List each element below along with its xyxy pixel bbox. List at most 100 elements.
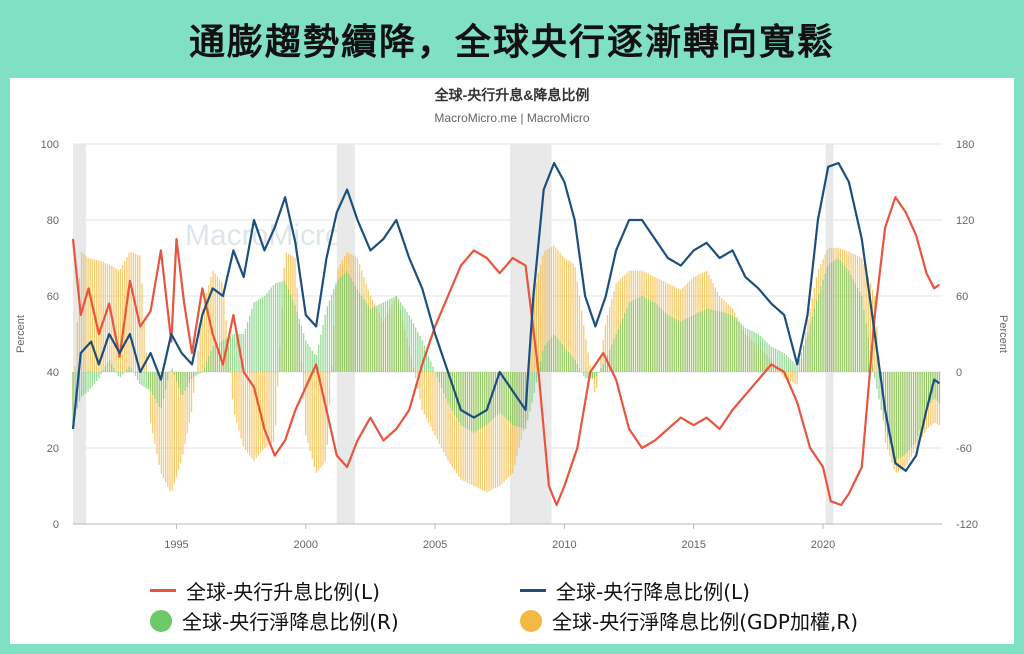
net-cut-bar: [912, 372, 915, 445]
net-cut-bar: [246, 322, 249, 372]
net-cut-bar: [593, 372, 596, 379]
net-cut-bar: [374, 306, 376, 372]
net-cut-bar: [790, 359, 792, 372]
gdp-weighted-bar: [246, 372, 249, 453]
gdp-weighted-bar: [322, 372, 324, 465]
net-cut-bar: [587, 372, 589, 379]
gdp-weighted-bar: [580, 310, 583, 372]
gdp-weighted-bar: [190, 372, 193, 413]
net-cut-bar: [925, 372, 928, 410]
cut-ratio-line: [71, 161, 941, 472]
legend-item-gdp[interactable]: 全球-央行淨降息比例(GDP加權,R): [520, 606, 858, 635]
net-cut-bar: [367, 305, 369, 372]
hike-ratio-line: [71, 196, 941, 507]
banner: 通膨趨勢續降，全球央行逐漸轉向寬鬆: [0, 0, 1024, 78]
net-cut-bar: [447, 372, 449, 404]
net-cut-bar: [751, 330, 753, 372]
gdp-weighted-bar: [425, 372, 428, 419]
net-cut-bar: [302, 333, 305, 372]
net-cut-bar: [330, 294, 333, 372]
gdp-weighted-bar: [223, 293, 225, 372]
net-cut-bar: [216, 343, 219, 372]
gdp-weighted-bar: [486, 372, 488, 493]
net-cut-bar: [408, 315, 410, 372]
net-cut-bar: [906, 372, 908, 453]
net-cut-bar: [309, 347, 311, 372]
gdp-weighted-bar: [134, 253, 137, 372]
net-cut-bar: [111, 364, 113, 372]
net-cut-bar: [335, 283, 337, 372]
gdp-weighted-bar: [162, 372, 165, 479]
net-cut-bar: [324, 314, 326, 372]
gdp-weighted-bar: [578, 296, 581, 372]
net-cut-bar: [665, 312, 667, 372]
net-cut-bar: [167, 372, 169, 381]
gdp-weighted-bar: [796, 372, 798, 385]
net-cut-bar: [410, 319, 413, 372]
legend-item-cut[interactable]: 全球-央行降息比例(L): [520, 576, 750, 605]
gdp-weighted-bar: [203, 300, 206, 372]
net-cut-bar: [649, 300, 652, 372]
net-cut-bar: [824, 273, 826, 372]
gdp-weighted-bar: [434, 372, 436, 436]
net-cut-bar: [772, 347, 775, 372]
gdp-weighted-bar: [555, 247, 557, 372]
gdp-weighted-bar: [443, 372, 445, 453]
net-cut-bar: [507, 372, 510, 421]
gdp-weighted-bar: [589, 365, 591, 372]
net-cut-bar: [264, 295, 266, 372]
net-cut-bar: [134, 372, 137, 376]
net-cut-bar: [186, 372, 188, 388]
gdp-weighted-bar: [484, 372, 486, 492]
net-cut-bar: [285, 283, 288, 372]
gdp-weighted-bar: [264, 372, 266, 448]
net-cut-bar: [100, 372, 102, 375]
net-cut-bar: [492, 372, 494, 419]
gdp-weighted-bar: [507, 372, 510, 478]
net-cut-bar: [887, 372, 889, 437]
net-cut-bar: [348, 273, 350, 372]
net-cut-bar: [320, 334, 322, 372]
gdp-weighted-bar: [268, 372, 270, 446]
net-cut-bar: [503, 372, 505, 417]
gdp-weighted-bar: [501, 372, 503, 484]
gdp-weighted-bar: [152, 372, 154, 434]
gdp-weighted-bar: [548, 248, 550, 372]
gdp-weighted-bar: [270, 372, 272, 444]
net-cut-bar: [96, 372, 98, 381]
left-axis-label: Percent: [15, 315, 27, 353]
gdp-weighted-bar: [165, 372, 167, 483]
net-cut-bar: [800, 352, 803, 372]
net-cut-bar: [843, 265, 846, 372]
net-cut-bar: [227, 337, 229, 372]
gdp-weighted-bar: [154, 372, 156, 444]
gdp-weighted-bar: [570, 261, 572, 372]
net-cut-bar: [708, 309, 710, 372]
net-cut-bar: [440, 372, 443, 388]
net-cut-bar: [78, 372, 81, 402]
net-cut-bar: [501, 372, 503, 415]
net-cut-bar: [479, 372, 481, 429]
net-cut-bar: [684, 319, 686, 372]
net-cut-bar: [863, 309, 865, 372]
net-cut-bar: [710, 309, 712, 372]
gdp-weighted-bar: [479, 372, 481, 490]
gdp-weighted-bar: [272, 372, 275, 443]
net-cut-bar: [807, 332, 809, 372]
net-cut-bar: [195, 372, 197, 376]
gdp-weighted-bar: [87, 257, 89, 372]
net-cut-bar: [544, 345, 546, 372]
legend-item-net[interactable]: 全球-央行淨降息比例(R): [150, 606, 399, 635]
gdp-weighted-bar: [167, 372, 169, 487]
x-tick-label: 1995: [164, 539, 188, 551]
net-cut-bar: [132, 372, 134, 373]
net-cut-bar: [604, 360, 606, 372]
net-cut-bar: [658, 306, 660, 372]
net-cut-bar: [91, 372, 94, 387]
gdp-weighted-bar: [175, 372, 178, 478]
net-cut-bar: [141, 372, 143, 386]
gdp-weighted-bar: [563, 258, 566, 372]
right-tick-label: 60: [956, 291, 968, 303]
legend-item-hike[interactable]: 全球-央行升息比例(L): [150, 576, 380, 605]
net-cut-bar: [471, 372, 473, 432]
